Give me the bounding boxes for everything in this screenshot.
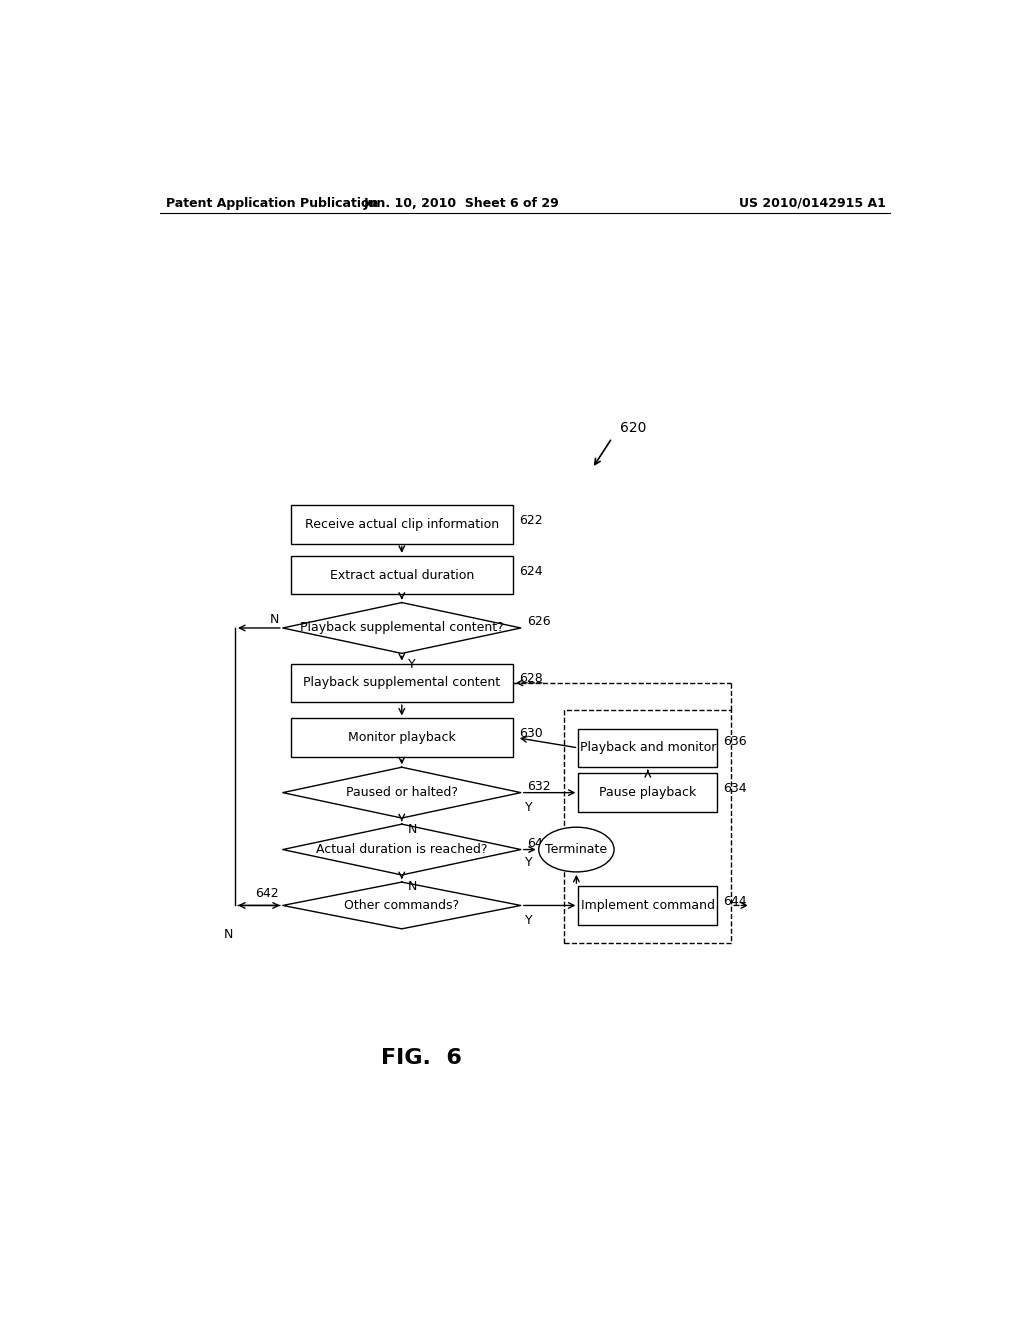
FancyBboxPatch shape (579, 774, 717, 812)
Text: 626: 626 (527, 615, 551, 628)
Text: N: N (409, 880, 418, 894)
Text: N: N (409, 824, 418, 836)
Polygon shape (283, 824, 521, 875)
Text: Y: Y (524, 801, 532, 813)
FancyBboxPatch shape (291, 556, 513, 594)
Text: Paused or halted?: Paused or halted? (346, 787, 458, 799)
Polygon shape (283, 767, 521, 818)
Text: Implement command: Implement command (581, 899, 715, 912)
Text: 642: 642 (255, 887, 279, 900)
FancyBboxPatch shape (291, 506, 513, 544)
Text: Monitor playback: Monitor playback (348, 731, 456, 744)
Text: US 2010/0142915 A1: US 2010/0142915 A1 (739, 197, 886, 210)
Text: Pause playback: Pause playback (599, 787, 696, 799)
Text: N: N (224, 928, 233, 941)
Bar (564, 710, 731, 942)
Text: Y: Y (524, 855, 532, 869)
Text: Playback supplemental content?: Playback supplemental content? (300, 622, 504, 635)
Polygon shape (283, 882, 521, 929)
Text: Extract actual duration: Extract actual duration (330, 569, 474, 582)
Text: 624: 624 (519, 565, 543, 578)
Text: Jun. 10, 2010  Sheet 6 of 29: Jun. 10, 2010 Sheet 6 of 29 (364, 197, 559, 210)
FancyBboxPatch shape (291, 664, 513, 702)
FancyBboxPatch shape (579, 729, 717, 767)
Text: 622: 622 (519, 513, 543, 527)
Text: 620: 620 (620, 421, 646, 434)
Text: FIG.  6: FIG. 6 (381, 1048, 462, 1068)
Text: Terminate: Terminate (546, 843, 607, 857)
Text: Playback and monitor: Playback and monitor (580, 742, 716, 755)
Text: 634: 634 (724, 781, 748, 795)
Text: Y: Y (524, 913, 532, 927)
Text: N: N (269, 614, 279, 627)
Text: 640: 640 (527, 837, 551, 850)
Polygon shape (283, 602, 521, 653)
Text: Playback supplemental content: Playback supplemental content (303, 676, 501, 689)
Text: 628: 628 (519, 672, 543, 685)
Text: Y: Y (409, 659, 416, 672)
Ellipse shape (539, 828, 614, 873)
Text: 644: 644 (724, 895, 748, 908)
Text: Receive actual clip information: Receive actual clip information (305, 517, 499, 531)
Text: 630: 630 (519, 727, 543, 741)
Text: Other commands?: Other commands? (344, 899, 460, 912)
Text: 636: 636 (724, 735, 748, 748)
FancyBboxPatch shape (291, 718, 513, 758)
Text: Actual duration is reached?: Actual duration is reached? (316, 843, 487, 857)
Text: Patent Application Publication: Patent Application Publication (166, 197, 379, 210)
FancyBboxPatch shape (579, 886, 717, 925)
Text: 632: 632 (527, 780, 551, 793)
